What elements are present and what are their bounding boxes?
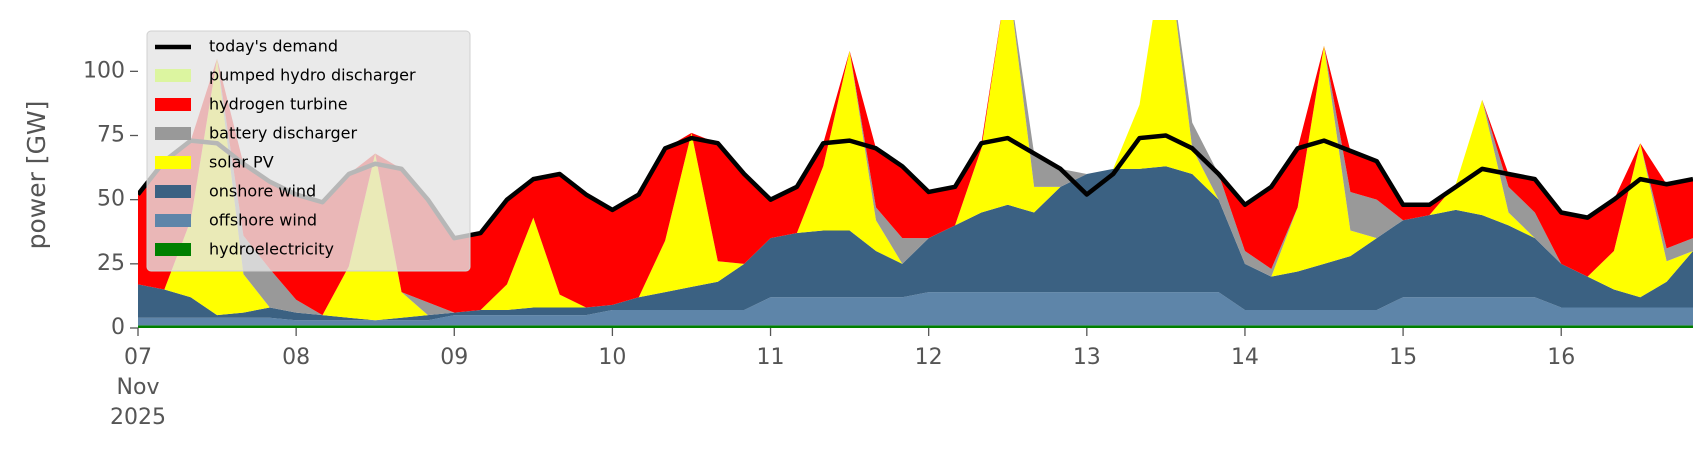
x-tick-label: 10 <box>598 345 626 370</box>
x-tick-label: 07 Nov 2025 <box>110 345 166 430</box>
legend-label: today's demand <box>209 37 338 56</box>
x-tick-label: 09 <box>440 345 468 370</box>
area <box>138 325 1693 328</box>
legend-label: battery discharger <box>209 124 357 143</box>
y-axis-label: power [GW] <box>22 101 51 250</box>
x-tick-label: 14 <box>1231 345 1259 370</box>
legend-label: offshore wind <box>209 211 317 230</box>
x-tick-label: 13 <box>1073 345 1101 370</box>
legend-swatch <box>155 69 191 82</box>
legend-label: hydrogen turbine <box>209 95 348 114</box>
y-tick-label: 75 <box>97 123 125 148</box>
x-tick-label: 16 <box>1547 345 1575 370</box>
y-tick-label: 100 <box>83 58 125 83</box>
legend-label: solar PV <box>209 153 274 172</box>
area <box>138 292 1693 326</box>
legend-label: onshore wind <box>209 182 316 201</box>
legend-swatch <box>155 243 191 256</box>
area <box>138 166 1693 321</box>
area <box>138 20 1693 321</box>
legend-box <box>146 30 471 272</box>
legend-label: hydroelectricity <box>209 240 334 259</box>
y-tick-label: 25 <box>97 251 125 276</box>
x-tick-label: 15 <box>1389 345 1417 370</box>
area <box>138 20 1693 316</box>
legend-swatch <box>155 214 191 227</box>
x-tick-label: 08 <box>282 345 310 370</box>
y-tick-label: 0 <box>111 315 125 340</box>
legend-swatch <box>155 185 191 198</box>
legend-swatch <box>155 156 191 169</box>
legend-swatch <box>155 127 191 140</box>
x-tick-label: 11 <box>757 345 785 370</box>
y-tick-label: 50 <box>97 187 125 212</box>
legend-label: pumped hydro discharger <box>209 66 416 85</box>
x-tick-label: 12 <box>915 345 943 370</box>
legend-swatch <box>155 98 191 111</box>
